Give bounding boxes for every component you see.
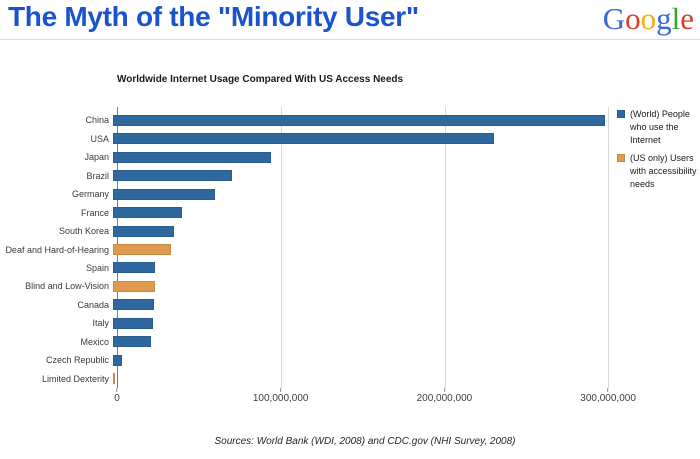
bar bbox=[113, 114, 605, 126]
bar-track bbox=[113, 151, 613, 163]
x-tick-label: 0 bbox=[114, 393, 120, 404]
chart-row: USA bbox=[0, 129, 613, 147]
chart-row: China bbox=[0, 111, 613, 129]
bar bbox=[113, 299, 155, 311]
chart-row: Spain bbox=[0, 259, 613, 277]
bar-track bbox=[113, 207, 613, 219]
bar-track bbox=[113, 354, 613, 366]
x-tick: 0 bbox=[114, 388, 120, 404]
chart-row: Germany bbox=[0, 185, 613, 203]
category-label: USA bbox=[90, 133, 109, 144]
category-label: France bbox=[80, 207, 109, 218]
x-tick-mark bbox=[280, 388, 282, 392]
bar bbox=[113, 188, 216, 200]
logo-letter: e bbox=[680, 1, 694, 36]
bar-track bbox=[113, 280, 613, 292]
category-label: Blind and Low-Vision bbox=[25, 281, 109, 292]
x-tick-label: 300,000,000 bbox=[580, 393, 636, 404]
bar-track bbox=[113, 170, 613, 182]
category-label: Deaf and Hard-of-Hearing bbox=[5, 244, 109, 255]
category-label: Japan bbox=[84, 152, 109, 163]
logo-letter: G bbox=[602, 1, 626, 36]
category-label: Spain bbox=[85, 262, 109, 273]
chart-row: Japan bbox=[0, 148, 613, 166]
chart-row: South Korea bbox=[0, 222, 613, 240]
chart-title: Worldwide Internet Usage Compared With U… bbox=[117, 74, 404, 85]
chart-row: Brazil bbox=[0, 166, 613, 184]
bar bbox=[113, 244, 171, 256]
bar-track bbox=[113, 317, 613, 329]
bar-track bbox=[113, 299, 613, 311]
category-label: Limited Dexterity bbox=[41, 373, 109, 384]
google-logo: Google bbox=[603, 0, 694, 38]
category-label: Mexico bbox=[80, 336, 109, 347]
page-title: The Myth of the "Minority User" bbox=[8, 1, 419, 32]
x-tick-label: 200,000,000 bbox=[416, 393, 473, 404]
chart-row: Italy bbox=[0, 314, 613, 332]
x-tick-mark bbox=[607, 388, 609, 392]
chart-row: Czech Republic bbox=[0, 351, 613, 369]
bar bbox=[113, 354, 123, 366]
bar bbox=[113, 280, 155, 292]
legend-label: (US only) Users with accessibility needs bbox=[630, 153, 697, 189]
gridline bbox=[608, 107, 610, 388]
bar bbox=[113, 262, 156, 274]
legend-item: (US only) Users with accessibility needs bbox=[617, 152, 700, 191]
x-tick: 300,000,000 bbox=[580, 388, 636, 404]
logo-letter: o bbox=[625, 1, 641, 36]
bar-track bbox=[113, 188, 613, 200]
bar-track bbox=[113, 244, 613, 256]
legend: (World) People who use the Internet (US o… bbox=[617, 108, 700, 196]
bar-track bbox=[113, 373, 613, 385]
bar-track bbox=[113, 114, 613, 126]
gridline bbox=[281, 107, 283, 388]
bar bbox=[113, 336, 151, 348]
legend-swatch bbox=[617, 110, 625, 118]
bar bbox=[113, 317, 154, 329]
category-label: Czech Republic bbox=[45, 355, 109, 366]
x-tick-label: 100,000,000 bbox=[252, 393, 309, 404]
logo-letter: l bbox=[671, 1, 681, 36]
header-divider bbox=[0, 39, 700, 40]
bar bbox=[113, 151, 272, 163]
bar bbox=[113, 373, 115, 385]
x-tick-mark bbox=[116, 388, 118, 392]
bar bbox=[113, 207, 183, 219]
bar bbox=[113, 133, 495, 145]
x-axis: 0 100,000,000 200,000,000 300,000,000 bbox=[0, 388, 700, 412]
chart-row: Deaf and Hard-of-Hearing bbox=[0, 240, 613, 258]
bar-track bbox=[113, 336, 613, 348]
chart-row: Canada bbox=[0, 296, 613, 314]
category-label: Canada bbox=[77, 299, 109, 310]
bar-track bbox=[113, 262, 613, 274]
chart-row: Limited Dexterity bbox=[0, 370, 613, 388]
x-tick: 100,000,000 bbox=[253, 388, 309, 404]
logo-letter: g bbox=[656, 1, 672, 36]
chart-row: France bbox=[0, 203, 613, 221]
legend-swatch bbox=[617, 154, 625, 162]
gridline bbox=[444, 107, 446, 388]
x-tick: 200,000,000 bbox=[416, 388, 473, 404]
category-label: South Korea bbox=[58, 226, 109, 237]
category-label: Brazil bbox=[86, 170, 109, 181]
legend-label: (World) People who use the Internet bbox=[630, 109, 690, 145]
category-label: Germany bbox=[71, 189, 109, 200]
legend-item: (World) People who use the Internet bbox=[617, 108, 700, 147]
source-note: Sources: World Bank (WDI, 2008) and CDC.… bbox=[214, 436, 516, 447]
bar-track bbox=[113, 225, 613, 237]
chart-row: Mexico bbox=[0, 333, 613, 351]
logo-letter: o bbox=[640, 1, 657, 36]
bar-track bbox=[113, 133, 613, 145]
bar bbox=[113, 170, 232, 182]
bar bbox=[113, 225, 175, 237]
chart-row: Blind and Low-Vision bbox=[0, 277, 613, 295]
rows-layer: China USA Japan Brazil Germany France South Ko… bbox=[0, 111, 613, 388]
category-label: Italy bbox=[92, 318, 109, 329]
x-tick-mark bbox=[443, 388, 445, 392]
category-label: China bbox=[85, 115, 109, 126]
